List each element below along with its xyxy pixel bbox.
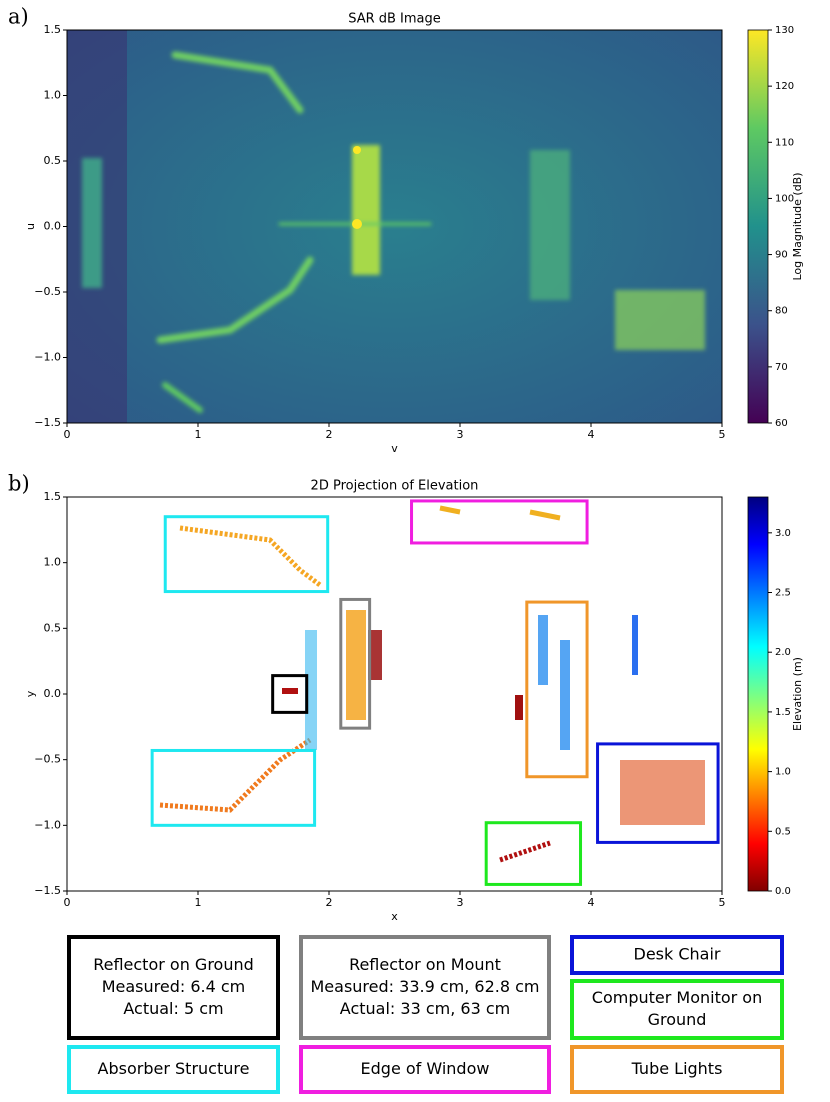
annotation-box: [484, 821, 583, 886]
colorbar: [747, 496, 769, 892]
colorbar-tick-label: 2.5: [775, 588, 791, 599]
colorbar-tick-label: 80: [775, 306, 788, 317]
y-tick-label: −1.5: [34, 416, 61, 429]
y-tick-label: 1.5: [44, 490, 62, 503]
colorbar-tick-label: 0.5: [775, 826, 791, 837]
legend-text: Edge of Window: [361, 1059, 490, 1078]
colorbar: [747, 29, 769, 424]
colorbar-tick-label: 2.0: [775, 647, 791, 658]
colorbar-tick-label: 100: [775, 193, 794, 204]
y-tick-label: 0.0: [44, 687, 62, 700]
legend-text: Measured: 33.9 cm, 62.8 cm: [311, 977, 540, 996]
y-tick-label: 0.5: [44, 154, 62, 167]
x-tick-label: 2: [326, 896, 333, 909]
chart-title: SAR dB Image: [348, 12, 441, 27]
colorbar-tick-label: 1.5: [775, 707, 791, 718]
colorbar-tick-label: 0.0: [775, 886, 791, 897]
x-tick-label: 5: [719, 428, 726, 441]
y-tick-label: 1.5: [44, 23, 62, 36]
elevation-points: [159, 505, 705, 863]
annotation-box: [410, 499, 589, 545]
colorbar-tick-label: 110: [775, 137, 794, 148]
x-tick-label: 0: [64, 428, 71, 441]
legend-box: [299, 935, 551, 1040]
legend-text: Absorber Structure: [98, 1059, 250, 1078]
annotation-box: [150, 748, 317, 827]
legend-text: Computer Monitor on: [592, 988, 762, 1007]
legend-text: Actual: 33 cm, 63 cm: [340, 999, 510, 1018]
colorbar-label: Log Magnitude (dB): [791, 172, 804, 280]
annotation-box: [596, 742, 720, 844]
legend-text: Actual: 5 cm: [123, 999, 223, 1018]
x-tick-label: 5: [719, 896, 726, 909]
x-tick-label: 2: [326, 428, 333, 441]
x-tick-label: 1: [195, 896, 202, 909]
panel-label: b): [8, 472, 30, 496]
colorbar-tick-label: 3.0: [775, 528, 791, 539]
colorbar-label: Elevation (m): [791, 657, 804, 731]
x-tick-label: 3: [457, 428, 464, 441]
y-tick-label: −1.5: [34, 884, 61, 897]
x-tick-label: 4: [588, 428, 595, 441]
annotation-box: [163, 515, 330, 594]
y-tick-label: −1.0: [34, 818, 61, 831]
x-axis-label: v: [391, 442, 398, 455]
colorbar-tick-label: 130: [775, 25, 794, 36]
x-tick-label: 3: [457, 896, 464, 909]
legend-text: Ground: [648, 1010, 707, 1029]
legend-box: [67, 935, 280, 1040]
annotation-box: [525, 600, 589, 779]
colorbar-tick-label: 90: [775, 250, 788, 261]
panel-label: a): [8, 5, 29, 29]
legend-text: Measured: 6.4 cm: [102, 977, 246, 996]
legend-text: Reflector on Ground: [93, 955, 254, 974]
legend-box: [570, 935, 784, 975]
annotation-box: [271, 674, 309, 714]
legend-box: [67, 1045, 280, 1094]
y-tick-label: 0.5: [44, 621, 62, 634]
colorbar-tick-label: 60: [775, 418, 788, 429]
sar-image: [67, 30, 722, 423]
x-tick-label: 4: [588, 896, 595, 909]
colorbar-tick-label: 120: [775, 81, 794, 92]
x-tick-label: 0: [64, 896, 71, 909]
y-tick-label: 1.0: [44, 556, 62, 569]
legend-text: Tube Lights: [631, 1059, 723, 1078]
y-axis-label: u: [24, 223, 37, 230]
y-tick-label: −0.5: [34, 753, 61, 766]
legend-text: Reflector on Mount: [349, 955, 501, 974]
annotation-box: [339, 597, 372, 730]
chart-title: 2D Projection of Elevation: [311, 479, 479, 494]
y-axis-label: y: [24, 690, 37, 697]
x-axis-label: x: [391, 910, 398, 923]
y-tick-label: −0.5: [34, 285, 61, 298]
colorbar-tick-label: 70: [775, 362, 788, 373]
legend-box: [570, 979, 784, 1040]
legend-text: Desk Chair: [634, 945, 721, 964]
legend-box: [570, 1045, 784, 1094]
y-tick-label: 0.0: [44, 220, 62, 233]
x-tick-label: 1: [195, 428, 202, 441]
y-tick-label: 1.0: [44, 89, 62, 102]
colorbar-tick-label: 1.0: [775, 767, 791, 778]
legend-box: [299, 1045, 551, 1094]
y-tick-label: −1.0: [34, 351, 61, 364]
